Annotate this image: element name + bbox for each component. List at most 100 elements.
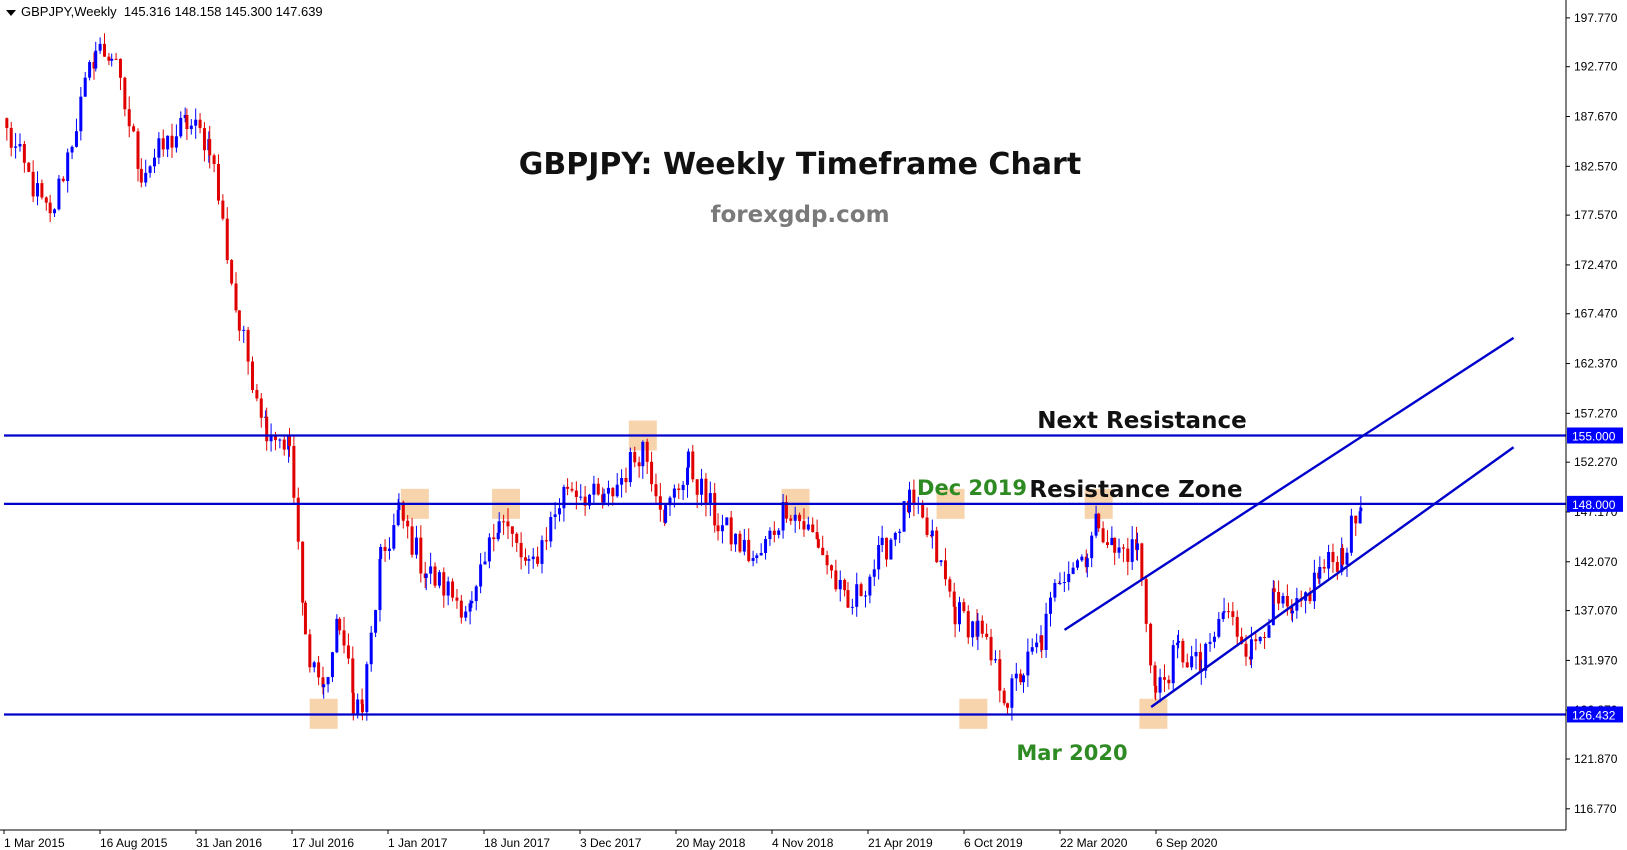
candle-body xyxy=(442,572,446,596)
candle-body xyxy=(136,131,140,169)
candle-body xyxy=(338,618,342,631)
candle-body xyxy=(806,524,810,530)
candle-body xyxy=(74,131,78,147)
candle-body xyxy=(902,501,906,532)
candle-body xyxy=(242,329,246,331)
candle-body xyxy=(846,590,850,608)
candle-body xyxy=(189,125,193,130)
candle-body xyxy=(506,521,510,527)
candle-body xyxy=(312,662,316,668)
candle-body xyxy=(747,539,751,561)
candle-body xyxy=(1295,598,1299,611)
candle-body xyxy=(1263,636,1267,638)
chart-title: GBPJPY: Weekly Timeframe Chart xyxy=(519,147,1081,182)
candle-body xyxy=(1080,556,1084,561)
candle-body xyxy=(943,560,947,580)
candle-body xyxy=(834,570,838,590)
candle-body xyxy=(713,493,717,526)
candle-body xyxy=(1194,651,1198,657)
candle-body xyxy=(255,389,259,399)
candle-body xyxy=(781,502,785,531)
candle-body xyxy=(216,164,220,201)
candle-body xyxy=(88,62,92,78)
candle-body xyxy=(157,138,161,158)
candle-body xyxy=(308,634,312,668)
candle-body xyxy=(57,178,61,210)
candle-body xyxy=(1105,542,1109,546)
candle-body xyxy=(1222,611,1226,613)
candle-body xyxy=(1167,679,1171,684)
candle-body xyxy=(1117,547,1121,553)
candle-body xyxy=(208,139,212,156)
candle-body xyxy=(641,441,645,467)
candle-body xyxy=(53,209,57,214)
candle-body xyxy=(1185,662,1189,668)
candle-body xyxy=(483,561,487,565)
candle-body xyxy=(1140,543,1144,580)
candle-body xyxy=(1358,511,1362,524)
candle-body xyxy=(1258,636,1262,642)
candle-body xyxy=(502,521,506,523)
candle-body xyxy=(234,283,238,311)
candle-body xyxy=(470,601,474,604)
candle-body xyxy=(989,636,993,661)
level-tag-label: 155.000 xyxy=(1572,430,1616,444)
candle-body xyxy=(893,533,897,540)
candle-body xyxy=(549,516,553,542)
candle-body xyxy=(510,526,514,534)
y-tick-label: 157.270 xyxy=(1574,406,1618,420)
candle-body xyxy=(1067,573,1071,583)
candle-body xyxy=(935,530,939,563)
candle-body xyxy=(716,525,720,532)
candle-body xyxy=(570,488,574,491)
candle-body xyxy=(1090,535,1094,559)
candle-body xyxy=(148,166,152,173)
candle-body xyxy=(863,595,867,597)
candle-body xyxy=(821,547,825,556)
candle-body xyxy=(429,566,433,574)
candle-body xyxy=(360,703,364,713)
candle-body xyxy=(798,514,802,522)
candle-body xyxy=(497,521,501,533)
dropdown-triangle-icon[interactable] xyxy=(6,9,16,16)
candle-body xyxy=(654,484,658,497)
candle-body xyxy=(925,517,929,535)
candle-body xyxy=(161,138,165,150)
candle-body xyxy=(1249,639,1253,660)
candle-body xyxy=(596,483,600,495)
candle-body xyxy=(132,126,136,132)
candle-body xyxy=(152,157,156,167)
candle-body xyxy=(174,136,178,148)
candle-body xyxy=(588,494,592,506)
candle-body xyxy=(14,146,18,148)
candle-body xyxy=(179,117,183,137)
candle-body xyxy=(1030,647,1034,652)
candle-body xyxy=(446,581,450,596)
candle-body xyxy=(1014,673,1018,679)
time-axis: 1 Mar 2015 16 Aug 2015 31 Jan 2016 17 Jul 2… xyxy=(3,830,1218,850)
candle-body xyxy=(36,183,40,197)
candle-body xyxy=(1272,588,1276,593)
candle-body xyxy=(777,530,781,535)
candle-body xyxy=(292,445,296,498)
candle-body xyxy=(18,143,22,147)
candle-body xyxy=(1058,583,1062,585)
candle-body xyxy=(602,493,606,503)
candle-body xyxy=(66,152,70,182)
candle-body xyxy=(908,489,912,513)
candle-body xyxy=(966,611,970,638)
dec-2019-label: Dec 2019 xyxy=(917,476,1027,500)
candle-body xyxy=(27,162,31,172)
candle-body xyxy=(633,451,637,463)
candle-body xyxy=(278,439,282,441)
candle-body xyxy=(1331,552,1335,563)
candle-body xyxy=(615,484,619,497)
candle-body xyxy=(496,532,500,540)
candle-body xyxy=(351,658,355,693)
candle-body xyxy=(948,579,952,592)
candle-body xyxy=(424,573,428,578)
candle-body xyxy=(1254,639,1258,642)
x-tick-label: 6 Sep 2020 xyxy=(1156,836,1218,850)
candle-body xyxy=(94,50,98,69)
candle-body xyxy=(768,530,772,540)
